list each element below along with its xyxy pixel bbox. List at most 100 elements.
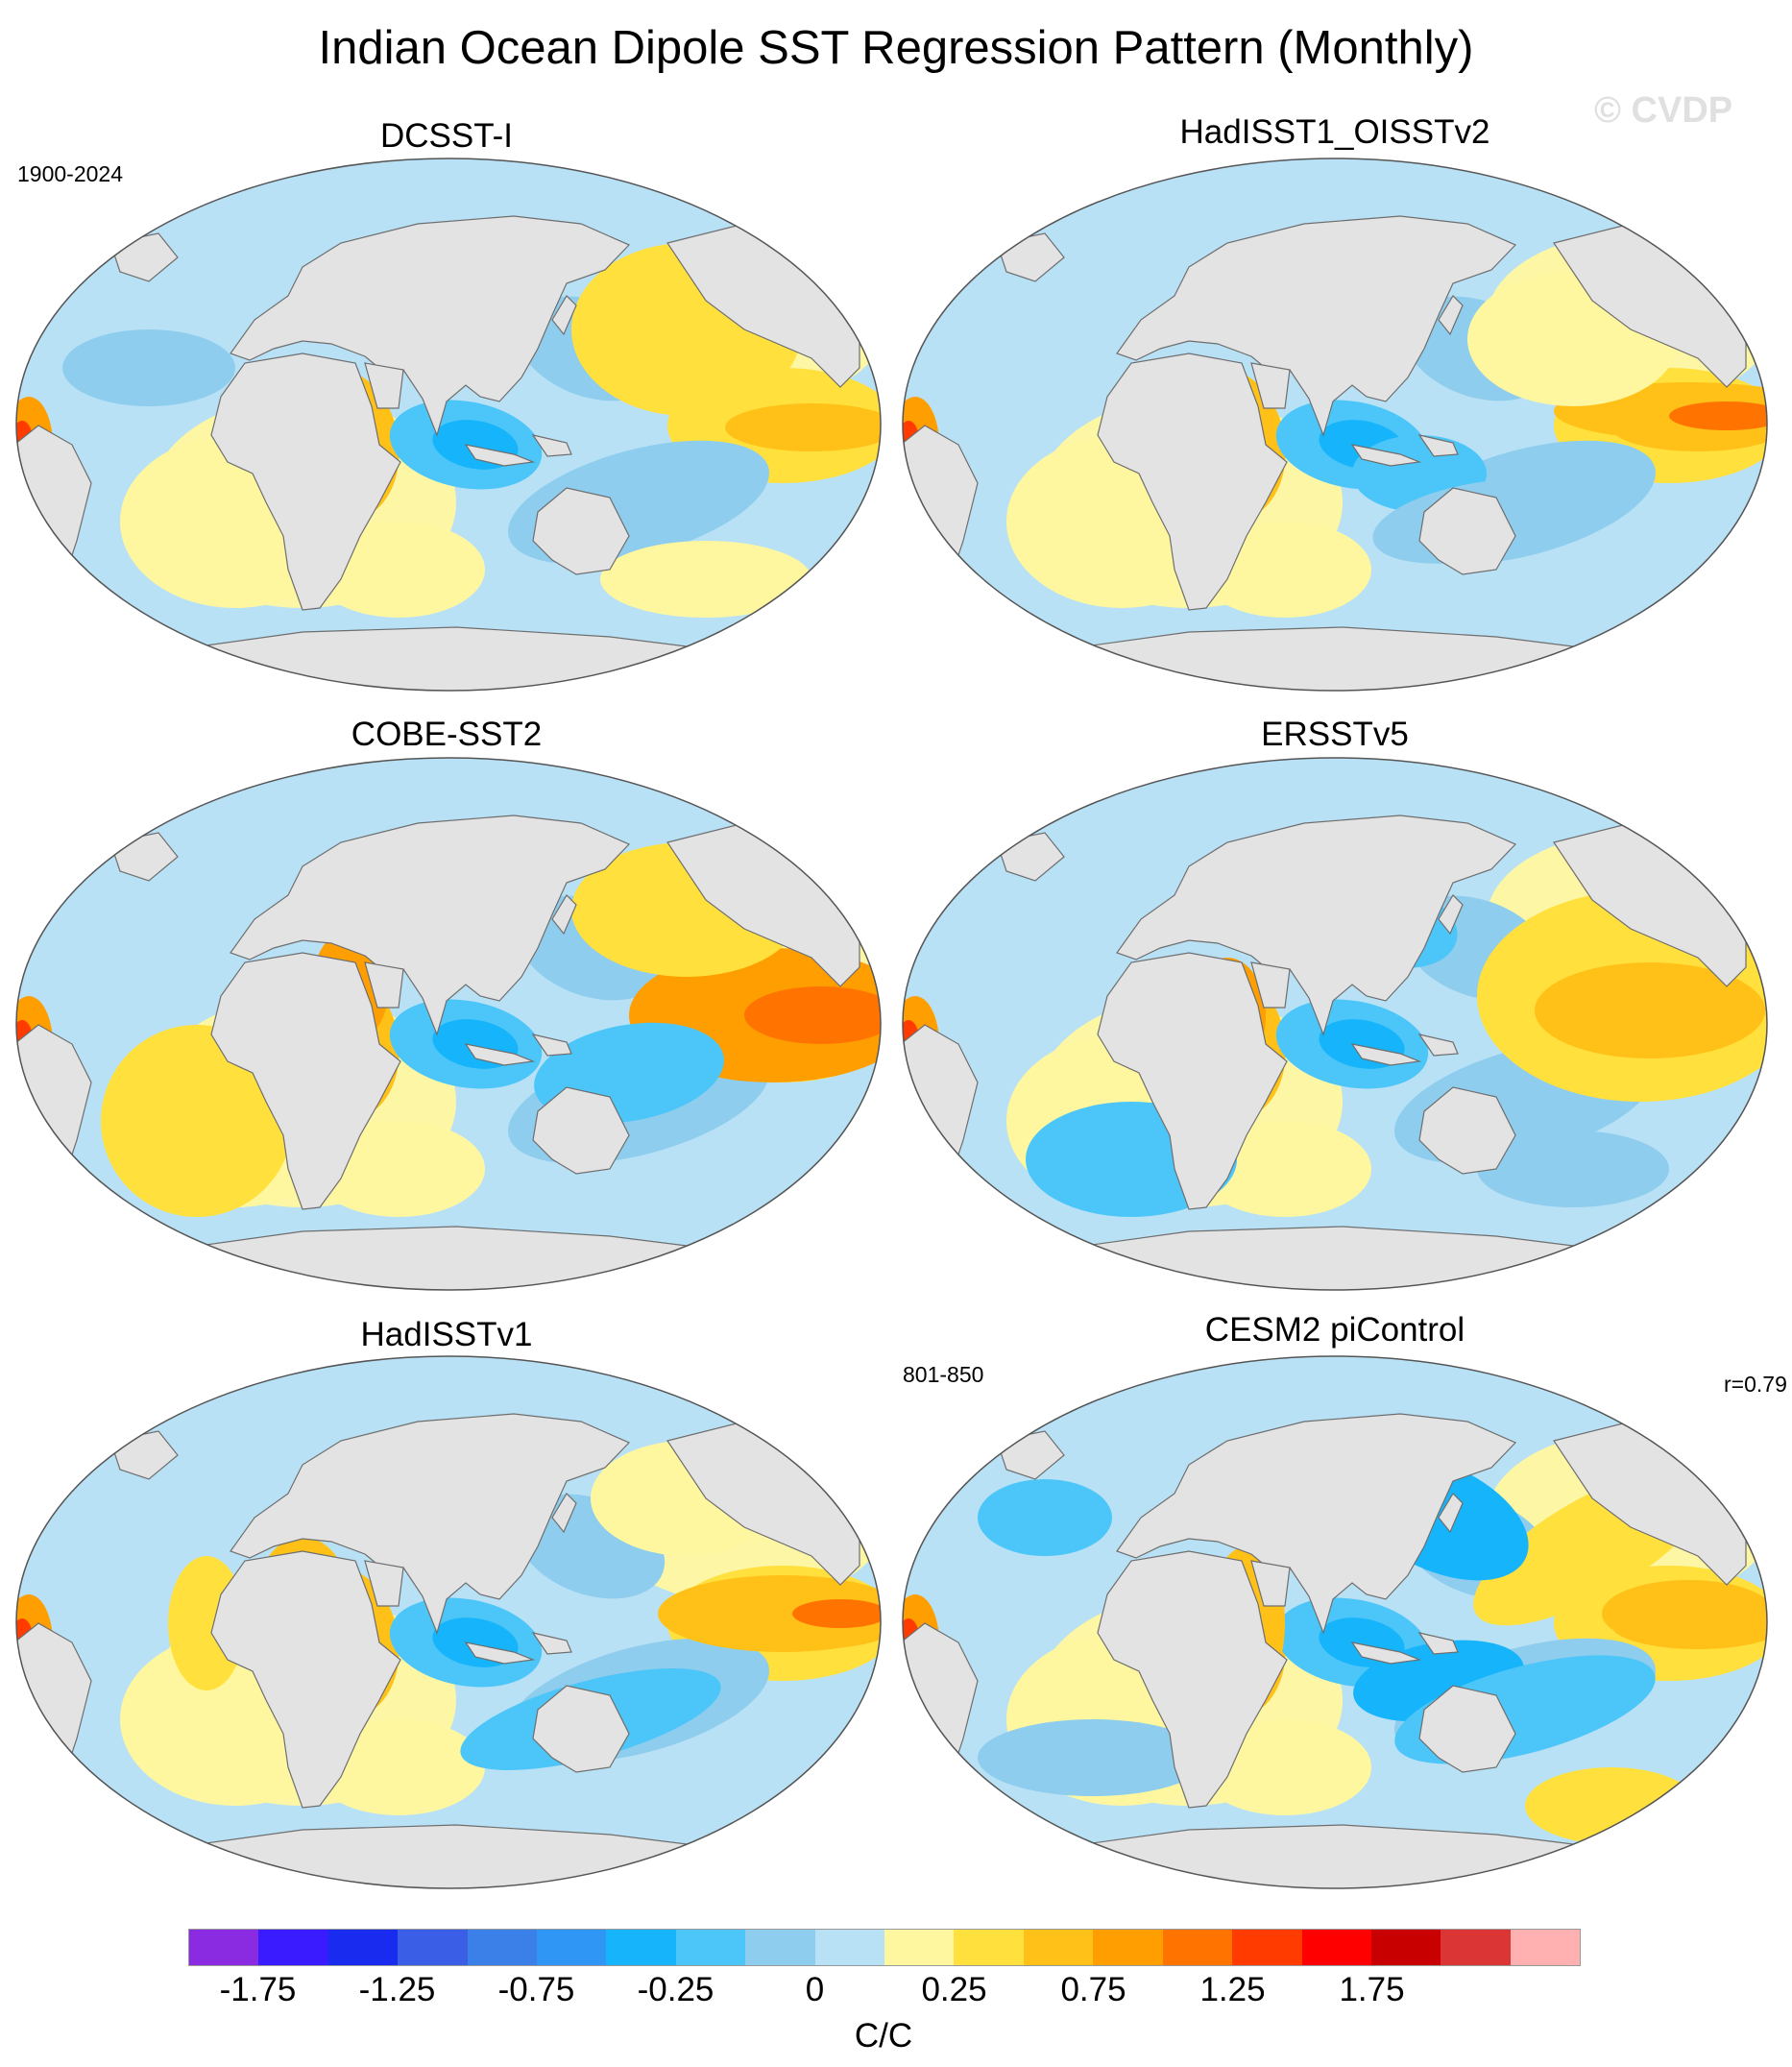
landmass [1097, 1550, 1288, 1809]
landmass [1438, 295, 1464, 336]
map-border [902, 757, 1768, 1291]
landmass [1250, 1560, 1291, 1607]
landmass [531, 1034, 572, 1057]
regression-map-3 [15, 757, 882, 1291]
landmass [1116, 815, 1517, 1036]
landmass [364, 961, 404, 1009]
map-panel-5 [14, 1354, 883, 1890]
anomaly-region [744, 986, 881, 1044]
landmass [1438, 1493, 1464, 1534]
colorbar-tick-label: -1.25 [358, 1971, 436, 2008]
anomaly-region [792, 1599, 881, 1628]
map-panel-6 [901, 1354, 1769, 1890]
landmass [1417, 1632, 1459, 1655]
landmass [1097, 353, 1288, 611]
regression-map-6 [902, 1355, 1768, 1889]
landmass [464, 444, 536, 467]
landmass [1418, 1086, 1516, 1175]
pattern-correlation-label: r=0.79 [1724, 1372, 1787, 1397]
anomaly-region [978, 1719, 1208, 1796]
landmass [1418, 1685, 1516, 1773]
colorbar-swatch [1370, 1930, 1441, 1965]
anomaly-region [62, 329, 235, 406]
landmass [1350, 1043, 1422, 1066]
colorbar-swatch [1510, 1930, 1581, 1965]
colorbar-swatch [189, 1930, 259, 1965]
anomaly-region [600, 541, 811, 618]
panel-title-5: HadISSTv1 [360, 1316, 533, 1353]
period-label-model: 801-850 [903, 1362, 984, 1387]
colorbar-swatch [884, 1930, 955, 1965]
landmass [364, 362, 404, 409]
figure-title: Indian Ocean Dipole SST Regression Patte… [318, 22, 1474, 74]
landmass [532, 1685, 630, 1773]
anomaly-region [725, 403, 881, 451]
panel-title-1: DCSST-I [379, 117, 514, 155]
anomaly-region [978, 1479, 1112, 1556]
colorbar-swatch [258, 1930, 328, 1965]
colorbar-tick-label: 0 [805, 1971, 825, 2008]
regression-map-5 [15, 1355, 882, 1889]
anomaly-region [1535, 962, 1765, 1058]
landmass [551, 295, 577, 336]
landmass [1417, 1034, 1459, 1057]
colorbar-swatch [814, 1930, 885, 1965]
landmass [1417, 434, 1459, 457]
colorbar-swatch [1301, 1930, 1371, 1965]
colorbar-swatch [675, 1930, 746, 1965]
landmass [1418, 487, 1516, 575]
anomaly-region [101, 1025, 293, 1217]
regression-map-2 [902, 158, 1768, 692]
landmass [532, 487, 630, 575]
colorbar-swatch [327, 1930, 399, 1965]
colorbar-tick-label: -0.25 [637, 1971, 714, 2008]
cvdp-watermark: © CVDP [1594, 90, 1733, 131]
landmass [230, 215, 631, 437]
map-border [902, 1355, 1768, 1889]
anomaly-region [1602, 1580, 1767, 1647]
landmass [531, 1632, 572, 1655]
colorbar-swatch [745, 1930, 815, 1965]
period-label-obs: 1900-2024 [17, 161, 123, 186]
landmass [464, 1641, 536, 1665]
landmass [1350, 1641, 1422, 1665]
landmass [210, 952, 401, 1210]
landmass [210, 353, 401, 611]
colorbar-tick-label: 1.25 [1199, 1971, 1266, 2008]
colorbar-swatch [1093, 1930, 1163, 1965]
landmass [1097, 952, 1288, 1210]
panel-title-6: CESM2 piControl [1204, 1311, 1465, 1349]
colorbar [188, 1929, 1581, 1966]
landmass [551, 894, 577, 936]
map-border [15, 158, 882, 692]
landmass [1350, 444, 1422, 467]
landmass [1438, 894, 1464, 936]
landmass [531, 434, 572, 457]
panel-title-4: ERSSTv5 [1261, 716, 1409, 753]
anomaly-region [1525, 1767, 1698, 1844]
landmass [532, 1086, 630, 1175]
colorbar-tick-label: -1.75 [219, 1971, 297, 2008]
colorbar-swatch [606, 1930, 676, 1965]
landmass [551, 1493, 577, 1534]
colorbar-tick-label: 1.75 [1339, 1971, 1405, 2008]
map-panel-3 [14, 756, 883, 1292]
colorbar-swatch [398, 1930, 468, 1965]
landmass [1250, 362, 1291, 409]
colorbar-swatch [1023, 1930, 1094, 1965]
colorbar-tick-label: 0.25 [921, 1971, 987, 2008]
map-border [15, 757, 882, 1291]
landmass [230, 1413, 631, 1635]
map-border [902, 158, 1768, 692]
regression-map-4 [902, 757, 1768, 1291]
colorbar-tick-label: -0.75 [497, 1971, 575, 2008]
landmass [364, 1560, 404, 1607]
colorbar-swatch [537, 1930, 607, 1965]
landmass [1116, 215, 1517, 437]
regression-map-1 [15, 158, 882, 692]
colorbar-swatch [467, 1930, 538, 1965]
colorbar-swatch [1162, 1930, 1233, 1965]
map-panel-4 [901, 756, 1769, 1292]
colorbar-swatch [1441, 1930, 1511, 1965]
colorbar-swatch [954, 1930, 1024, 1965]
